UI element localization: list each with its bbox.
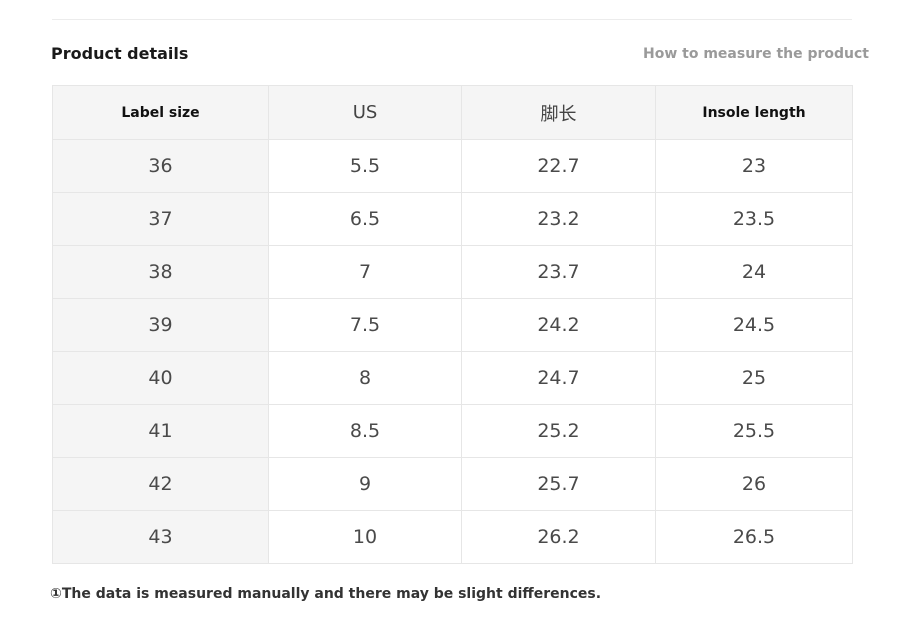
- us-size-cell: 8: [268, 351, 462, 405]
- foot-length-cell: 24.2: [461, 298, 656, 352]
- us-size-cell: 8.5: [268, 404, 462, 458]
- table-row: 43 10 26.2 26.5: [52, 510, 853, 564]
- label-size-cell: 38: [52, 245, 269, 299]
- label-size-cell: 37: [52, 192, 269, 246]
- table-row: 37 6.5 23.2 23.5: [52, 192, 853, 246]
- column-header-label-size: Label size: [52, 85, 269, 140]
- section-title: Product details: [51, 44, 189, 63]
- us-size-cell: 7: [268, 245, 462, 299]
- table-row: 40 8 24.7 25: [52, 351, 853, 405]
- table-row: 41 8.5 25.2 25.5: [52, 404, 853, 458]
- foot-length-cell: 22.7: [461, 139, 656, 193]
- insole-length-cell: 24: [655, 245, 853, 299]
- label-size-cell: 41: [52, 404, 269, 458]
- label-size-cell: 39: [52, 298, 269, 352]
- insole-length-cell: 26: [655, 457, 853, 511]
- us-size-cell: 10: [268, 510, 462, 564]
- column-header-us: US: [268, 85, 462, 140]
- top-divider: [52, 19, 852, 20]
- table-row: 38 7 23.7 24: [52, 245, 853, 299]
- measurement-disclaimer: ①The data is measured manually and there…: [50, 586, 602, 602]
- foot-length-cell: 26.2: [461, 510, 656, 564]
- insole-length-cell: 25.5: [655, 404, 853, 458]
- insole-length-cell: 24.5: [655, 298, 853, 352]
- foot-length-cell: 25.7: [461, 457, 656, 511]
- how-to-measure-link[interactable]: How to measure the product: [643, 46, 869, 62]
- label-size-cell: 42: [52, 457, 269, 511]
- insole-length-cell: 23: [655, 139, 853, 193]
- foot-length-cell: 25.2: [461, 404, 656, 458]
- us-size-cell: 6.5: [268, 192, 462, 246]
- table-row: 39 7.5 24.2 24.5: [52, 298, 853, 352]
- us-size-cell: 9: [268, 457, 462, 511]
- column-header-foot-length: 脚长: [461, 85, 656, 140]
- foot-length-cell: 23.7: [461, 245, 656, 299]
- insole-length-cell: 23.5: [655, 192, 853, 246]
- column-header-insole-length: Insole length: [655, 85, 853, 140]
- label-size-cell: 36: [52, 139, 269, 193]
- foot-length-cell: 24.7: [461, 351, 656, 405]
- insole-length-cell: 25: [655, 351, 853, 405]
- us-size-cell: 7.5: [268, 298, 462, 352]
- table-row: 42 9 25.7 26: [52, 457, 853, 511]
- foot-length-cell: 23.2: [461, 192, 656, 246]
- insole-length-cell: 26.5: [655, 510, 853, 564]
- size-table: Label size US 脚长 Insole length 36 5.5 22…: [52, 85, 853, 564]
- us-size-cell: 5.5: [268, 139, 462, 193]
- table-header-row: Label size US 脚长 Insole length: [52, 85, 853, 140]
- label-size-cell: 43: [52, 510, 269, 564]
- table-row: 36 5.5 22.7 23: [52, 139, 853, 193]
- label-size-cell: 40: [52, 351, 269, 405]
